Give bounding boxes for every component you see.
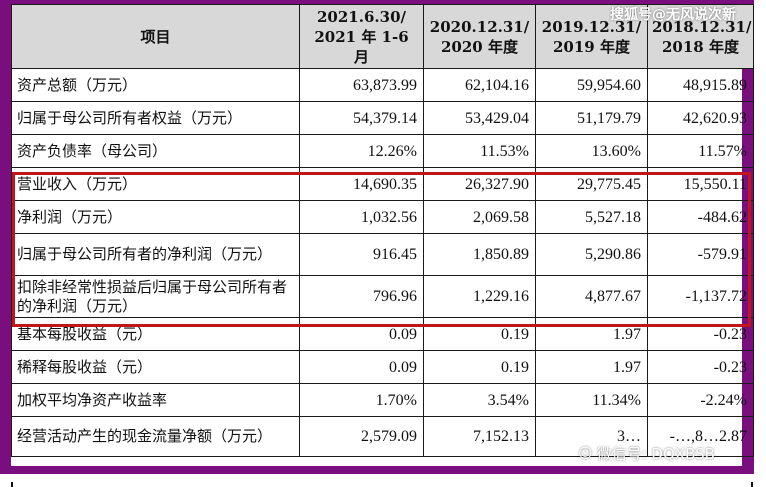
table-row: 归属于母公司所有者权益（万元） 54,379.14 53,429.04 51,1… <box>11 101 754 135</box>
cell-value: 7,152.13 <box>423 416 536 457</box>
cell-value: -2.24% <box>647 383 754 417</box>
cell-value: -579.91 <box>647 233 754 276</box>
cell-value: 2,579.09 <box>299 416 424 457</box>
cell-value: 53,429.04 <box>423 101 536 135</box>
cell-value: 15,550.11 <box>647 167 754 201</box>
watermark-bottom-text: 微信号: DQXBSB <box>596 445 715 463</box>
table-row: 扣除非经常性损益后归属于母公司所有者的净利润（万元） 796.96 1,229.… <box>11 275 754 318</box>
wechat-icon: ☺ <box>578 445 593 462</box>
cell-value: 1,229.16 <box>423 275 536 318</box>
table-row: 稀释每股收益（元） 0.09 0.19 1.97 -0.23 <box>11 350 754 384</box>
row-label: 净利润（万元） <box>11 200 300 234</box>
header-2020: 2020.12.31/2020 年度 <box>423 4 536 69</box>
cell-value: 5,527.18 <box>535 200 648 234</box>
watermark-bottom: ☺ 微信号: DQXBSB <box>578 443 715 464</box>
cell-value: 4,877.67 <box>535 275 648 318</box>
cell-value: 0.09 <box>299 350 424 384</box>
row-label: 扣除非经常性损益后归属于母公司所有者的净利润（万元） <box>11 275 300 318</box>
cell-value: 63,873.99 <box>299 68 424 102</box>
cell-value: -0.23 <box>647 350 754 384</box>
cell-value: 1,850.89 <box>423 233 536 276</box>
table-row: 资产总额（万元） 63,873.99 62,104.16 59,954.60 4… <box>11 68 754 102</box>
cell-value: 11.34% <box>535 383 648 417</box>
row-label: 加权平均净资产收益率 <box>11 383 300 417</box>
row-label: 资产总额（万元） <box>11 68 300 102</box>
cell-value: 0.19 <box>423 317 536 351</box>
cell-value: 48,915.89 <box>647 68 754 102</box>
cell-value: 54,379.14 <box>299 101 424 135</box>
cell-value: -1,137.72 <box>647 275 754 318</box>
header-2019: 2019.12.31/2019 年度 <box>535 4 648 69</box>
cell-value: 26,327.90 <box>423 167 536 201</box>
header-item: 项目 <box>11 4 300 69</box>
table-continuation <box>11 482 753 487</box>
table-row: 归属于母公司所有者的净利润（万元） 916.45 1,850.89 5,290.… <box>11 233 754 276</box>
cell-value: 0.19 <box>423 350 536 384</box>
cell-value: 0.09 <box>299 317 424 351</box>
table-row: 加权平均净资产收益率 1.70% 3.54% 11.34% -2.24% <box>11 383 754 417</box>
table-row: 净利润（万元） 1,032.56 2,069.58 5,527.18 -484.… <box>11 200 754 234</box>
cell-value: 62,104.16 <box>423 68 536 102</box>
row-label: 归属于母公司所有者的净利润（万元） <box>11 233 300 276</box>
cell-value: 1.70% <box>299 383 424 417</box>
cell-value: 1,032.56 <box>299 200 424 234</box>
cell-value: 42,620.93 <box>647 101 754 135</box>
cell-value: 796.96 <box>299 275 424 318</box>
cell-value: 3.54% <box>423 383 536 417</box>
row-label: 基本每股收益（元） <box>11 317 300 351</box>
cell-value: -0.23 <box>647 317 754 351</box>
row-label: 稀释每股收益（元） <box>11 350 300 384</box>
cell-value: 13.60% <box>535 134 648 168</box>
header-2018: 2018.12.31/2018 年度 <box>647 4 754 69</box>
table-row: 营业收入（万元） 14,690.35 26,327.90 29,775.45 1… <box>11 167 754 201</box>
watermark-top: 搜狐号@无风说次新 <box>610 7 736 23</box>
table-row: 资产负债率（母公司） 12.26% 11.53% 13.60% 11.57% <box>11 134 754 168</box>
header-row: 项目 2021.6.30/2021 年 1-6 月 2020.12.31/2020… <box>11 4 754 69</box>
cell-value: 14,690.35 <box>299 167 424 201</box>
cell-value: -484.62 <box>647 200 754 234</box>
row-label: 经营活动产生的现金流量净额（万元） <box>11 416 300 457</box>
header-2021h1: 2021.6.30/2021 年 1-6 月 <box>299 4 424 69</box>
cell-value: -…,8…2.87 <box>647 416 754 457</box>
cell-value: 29,775.45 <box>535 167 648 201</box>
cell-value: 2,069.58 <box>423 200 536 234</box>
cell-value: 916.45 <box>299 233 424 276</box>
cell-value: 11.53% <box>423 134 536 168</box>
row-label: 营业收入（万元） <box>11 167 300 201</box>
cell-value: 12.26% <box>299 134 424 168</box>
cell-value: 1.97 <box>535 350 648 384</box>
cell-value: 5,290.86 <box>535 233 648 276</box>
cell-value: 1.97 <box>535 317 648 351</box>
row-label: 归属于母公司所有者权益（万元） <box>11 101 300 135</box>
cell-value: 11.57% <box>647 134 754 168</box>
cell-value: 59,954.60 <box>535 68 648 102</box>
table-row: 基本每股收益（元） 0.09 0.19 1.97 -0.23 <box>11 317 754 351</box>
table-row: 经营活动产生的现金流量净额（万元） 2,579.09 7,152.13 3… -… <box>11 416 754 457</box>
row-label: 资产负债率（母公司） <box>11 134 300 168</box>
cell-value: 51,179.79 <box>535 101 648 135</box>
financial-table: 项目 2021.6.30/2021 年 1-6 月 2020.12.31/2020… <box>11 4 754 457</box>
